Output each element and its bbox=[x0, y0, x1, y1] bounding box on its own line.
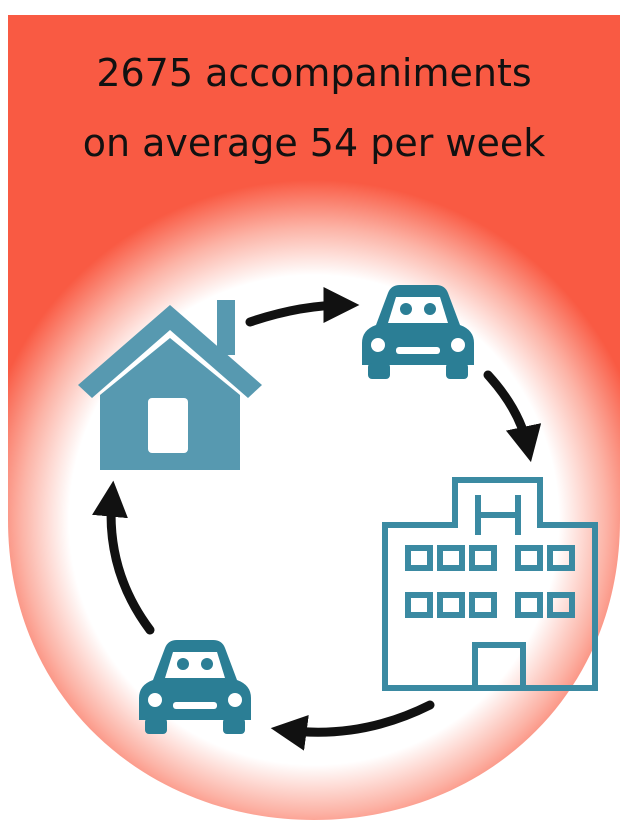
arrow bbox=[92, 480, 155, 635]
car-icon bbox=[139, 640, 251, 734]
arrow bbox=[270, 700, 435, 751]
arrow bbox=[245, 287, 360, 327]
headline-line: 2675 accompaniments bbox=[96, 51, 531, 95]
arrow bbox=[483, 370, 542, 463]
hospital-icon bbox=[382, 477, 598, 691]
house-icon bbox=[78, 300, 262, 470]
headline-line: on average 54 per week bbox=[83, 121, 546, 165]
cycle-arrows bbox=[92, 287, 542, 751]
car-icon bbox=[362, 285, 474, 379]
shield-background bbox=[8, 15, 620, 820]
